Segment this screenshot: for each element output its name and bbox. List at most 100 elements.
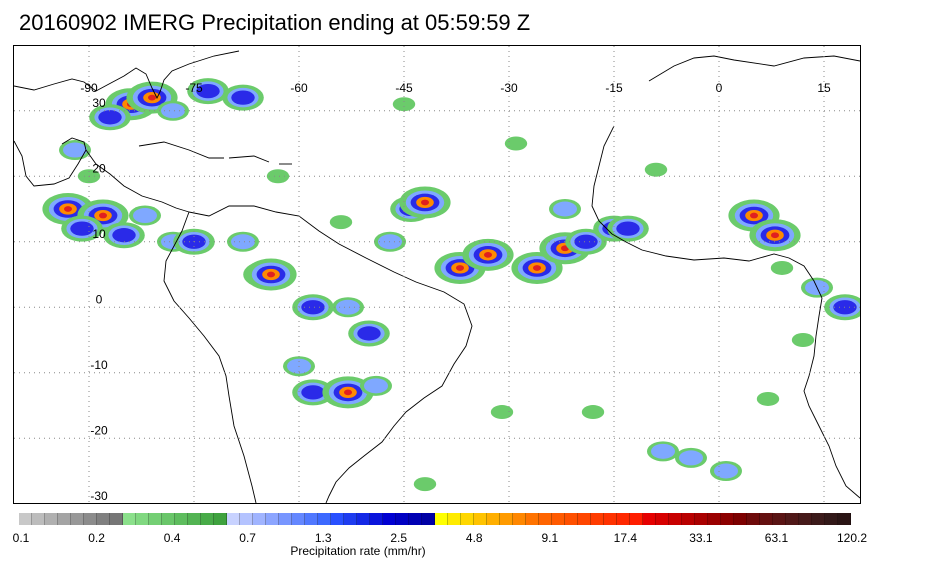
colorbar-swatch [19,513,32,525]
colorbar-swatch [773,513,786,525]
precip-cell-core [484,251,492,258]
precip-cell-core [63,142,87,158]
coastline-hispaniola [228,155,270,163]
precip-cell-core [231,234,255,250]
colorbar-swatch [799,513,812,525]
precip-cell-core [750,212,758,219]
colorbar-swatch [266,513,279,525]
colorbar-swatch [786,513,799,525]
precip-cell-core [133,208,157,224]
colorbar-tick-label: 1.3 [314,531,332,545]
precip-cell-core [196,83,220,99]
precip-cell [392,97,416,112]
precip-cell [756,391,780,406]
colorbar-swatch [227,513,240,525]
precip-cell [644,162,668,177]
colorbar-swatch [461,513,474,525]
precip-cell [791,333,815,347]
colorbar-swatch [474,513,487,525]
colorbar-swatch [123,513,136,525]
precip-cell [490,405,514,420]
colorbar-tick-label: 63.1 [764,531,789,545]
lat-label: 10 [92,227,106,241]
colorbar-swatch [617,513,630,525]
colorbar-swatch [409,513,422,525]
coastline-central-america [85,149,190,213]
colorbar-swatch [357,513,370,525]
precip-cell-core [421,199,429,206]
colorbar-tick-label: 9.1 [541,531,559,545]
colorbar-swatch [318,513,331,525]
precip-cell-core [70,221,94,236]
precip-cell-core [364,378,388,394]
colorbar-swatch [188,513,201,525]
precip-cell-core [344,389,352,396]
precipitation-layer [42,78,860,492]
colorbar-swatch [643,513,656,525]
colorbar-tick-label: 17.4 [613,531,638,545]
lon-label: -60 [290,81,308,95]
precip-cell [770,260,794,275]
colorbar-swatch [136,513,149,525]
colorbar-swatch [838,513,851,525]
precip-cell-core [771,232,779,239]
coastline-north-america [14,50,240,100]
colorbar-swatch [175,513,188,525]
colorbar-tick-label: 0.1 [12,531,30,545]
colorbar-swatch [812,513,825,525]
precip-cell-core [616,221,640,236]
precip-cell-core [148,94,156,101]
colorbar-swatch [825,513,838,525]
colorbar-swatch [604,513,617,525]
colorbar-swatch [71,513,84,525]
precip-cell-core [336,299,360,315]
colorbar-swatch [45,513,58,525]
coastline-africa-southwest [803,297,860,499]
colorbar-tick-label: 2.5 [390,531,408,545]
colorbar-swatch [58,513,71,525]
colorbar-swatch [97,513,110,525]
colorbar-swatch [747,513,760,525]
colorbar-swatch [383,513,396,525]
colorbar-swatch [149,513,162,525]
lat-label: -10 [90,358,108,372]
precip-cell-core [533,265,541,271]
coastline-africa-north [648,55,860,82]
colorbar-swatch [669,513,682,525]
colorbar [19,513,851,525]
coastline-south-america-west [163,211,257,503]
colorbar-unit-label: Precipitation rate (mm/hr) [290,544,426,558]
colorbar-swatch [487,513,500,525]
precip-cell [504,136,528,151]
precip-cell-core [98,110,122,125]
lon-label: -15 [605,81,623,95]
colorbar-swatch [448,513,461,525]
precip-cell [266,169,290,184]
colorbar-swatch [110,513,123,525]
colorbar-swatch [760,513,773,525]
coastline-layer [14,50,860,503]
colorbar-swatch [305,513,318,525]
lat-label: 20 [92,161,106,175]
colorbar-tick-label: 0.2 [88,531,105,545]
precip-cell-core [456,265,464,271]
colorbar-tick-label: 120.2 [836,531,868,545]
precip-cell-core [651,443,675,459]
colorbar-swatch [591,513,604,525]
precip-cell-core [679,450,703,466]
colorbar-swatch [708,513,721,525]
colorbar-swatch [422,513,435,525]
colorbar-swatch [513,513,526,525]
colorbar-swatch [84,513,97,525]
lon-label: -30 [500,81,518,95]
colorbar-swatch [734,513,747,525]
precipitation-map: -90 -75 -60 -45 -30 -15 0 15 30 20 10 0 -10 -20 -30 [13,45,861,504]
colorbar-swatch [435,513,448,525]
graticule [14,46,860,503]
colorbar-swatch [656,513,669,525]
colorbar-swatch [201,513,214,525]
precip-cell-core [267,271,275,278]
colorbar-swatch [539,513,552,525]
colorbar-swatch [253,513,266,525]
lon-label: 0 [716,81,723,95]
